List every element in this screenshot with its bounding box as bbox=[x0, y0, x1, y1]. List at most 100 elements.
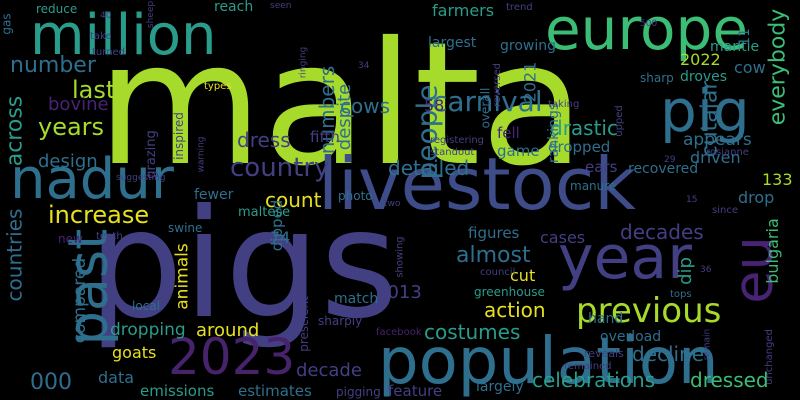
word-reversed: reversed bbox=[491, 63, 503, 107]
word-action: action bbox=[484, 298, 546, 322]
word-bovine: bovine bbox=[48, 94, 109, 115]
word-registering: registering bbox=[430, 135, 485, 146]
word-upped: upped bbox=[613, 105, 625, 137]
word-farmers: farmers bbox=[432, 1, 495, 20]
word-feature: feature bbox=[388, 382, 443, 400]
word-compared: compared bbox=[70, 257, 91, 344]
word-rosianne: rosianne bbox=[706, 147, 749, 158]
word-dropped: dropped bbox=[548, 138, 611, 156]
word-country: country bbox=[230, 153, 330, 183]
word-largest: largest bbox=[428, 35, 477, 51]
word-carnival: carnival bbox=[432, 85, 543, 118]
word-fell: fell bbox=[497, 124, 520, 142]
word-countries: countries bbox=[2, 208, 27, 302]
word-appears: appears bbox=[683, 130, 752, 150]
word-nadur: nadur bbox=[10, 147, 174, 212]
word-growing: growing bbox=[500, 38, 556, 54]
word-fifth: fifth bbox=[310, 128, 340, 146]
word-showing: showing bbox=[394, 236, 406, 278]
word-number: number bbox=[10, 53, 96, 78]
word-overall: overall bbox=[478, 87, 493, 129]
word-two: two bbox=[384, 199, 401, 209]
word-warning: warning bbox=[196, 136, 207, 173]
word-match: match bbox=[334, 291, 379, 307]
word-last: last bbox=[72, 76, 116, 104]
word-pigging: pigging bbox=[336, 385, 381, 399]
word-decades: decades bbox=[620, 220, 704, 244]
word-almost: almost bbox=[456, 243, 531, 268]
word-celebrations: celebrations bbox=[532, 368, 656, 392]
word-take: take bbox=[90, 31, 112, 42]
word-hand: hand bbox=[588, 311, 624, 327]
word-sharply: sharply bbox=[318, 314, 363, 328]
word-500: 500 bbox=[640, 19, 658, 29]
word-million: million bbox=[30, 3, 217, 68]
word-data: data bbox=[98, 368, 135, 387]
word-since: since bbox=[712, 205, 738, 216]
word-dressed: dressed bbox=[690, 368, 769, 392]
word-reveals: reveals bbox=[584, 347, 624, 360]
word-recovered: recovered bbox=[628, 161, 699, 177]
word-58: 58 bbox=[424, 96, 445, 115]
word-year: year bbox=[558, 223, 692, 293]
word-around: around bbox=[196, 320, 260, 341]
word-prescient: prescient bbox=[296, 296, 311, 352]
word-years: years bbox=[38, 113, 105, 141]
word-000: 000 bbox=[30, 370, 72, 395]
word-dress: dress bbox=[237, 128, 291, 152]
word-taking: taking bbox=[548, 99, 580, 110]
word-game: game bbox=[497, 142, 540, 160]
word-previous: previous bbox=[576, 291, 722, 331]
word-inspired: inspired bbox=[171, 112, 186, 160]
word-suggesting: suggesting bbox=[116, 173, 166, 183]
word-drop: drop bbox=[738, 188, 775, 207]
word-detailed: detailed bbox=[388, 156, 470, 180]
word-dropping: dropping bbox=[110, 320, 186, 340]
word-population: population bbox=[378, 325, 719, 399]
word-pigs: pigs bbox=[88, 178, 399, 352]
word-local: local bbox=[132, 299, 160, 313]
word-2021: 2021 bbox=[520, 61, 540, 103]
word-133: 133 bbox=[762, 170, 793, 189]
word-increase: increase bbox=[48, 201, 150, 229]
word-swine: swine bbox=[168, 221, 203, 235]
word-everybody: everybody bbox=[765, 8, 791, 126]
word-29: 29 bbox=[664, 155, 676, 165]
word-droves: droves bbox=[680, 69, 728, 85]
word-dip: dip bbox=[674, 257, 696, 285]
word-europe: europe bbox=[545, 0, 748, 63]
word-cases: cases bbox=[540, 228, 586, 247]
word-count: count bbox=[265, 188, 322, 212]
word-cow: cow bbox=[734, 58, 766, 77]
word-design: design bbox=[38, 151, 98, 172]
word-gas: gas bbox=[0, 13, 14, 35]
word-reduce: reduce bbox=[36, 2, 78, 16]
word-trend: trend bbox=[506, 2, 533, 13]
word-sheep: sheep bbox=[146, 0, 157, 29]
word-decade: decade bbox=[296, 360, 362, 381]
word-across: across bbox=[2, 95, 28, 167]
word-driven: driven bbox=[690, 148, 741, 167]
word-remain: remain bbox=[702, 328, 713, 361]
word-cows: cows bbox=[340, 94, 391, 118]
word-goats: goats bbox=[112, 343, 157, 362]
word-drastic: drastic bbox=[550, 116, 618, 140]
word-animals: animals bbox=[172, 243, 193, 310]
word-tops: tops bbox=[670, 289, 692, 300]
word-2013: 2013 bbox=[376, 282, 422, 303]
word-manure: manure bbox=[570, 179, 617, 193]
word-ears: ears bbox=[585, 158, 618, 176]
word-turned: turned bbox=[92, 47, 126, 58]
word-36: 36 bbox=[700, 265, 712, 275]
word-11: 11 bbox=[736, 28, 753, 46]
word-2023: 2023 bbox=[168, 328, 296, 386]
word-photo: photo bbox=[338, 189, 373, 203]
word-greenhouse: greenhouse bbox=[474, 285, 545, 299]
word-livestock: livestock bbox=[318, 142, 636, 226]
word-2022: 2022 bbox=[680, 50, 721, 69]
word-cut: cut bbox=[510, 266, 536, 285]
word-decline: decline bbox=[632, 342, 705, 366]
word-74: 74 bbox=[270, 228, 291, 247]
word-costumes: costumes bbox=[424, 320, 521, 344]
